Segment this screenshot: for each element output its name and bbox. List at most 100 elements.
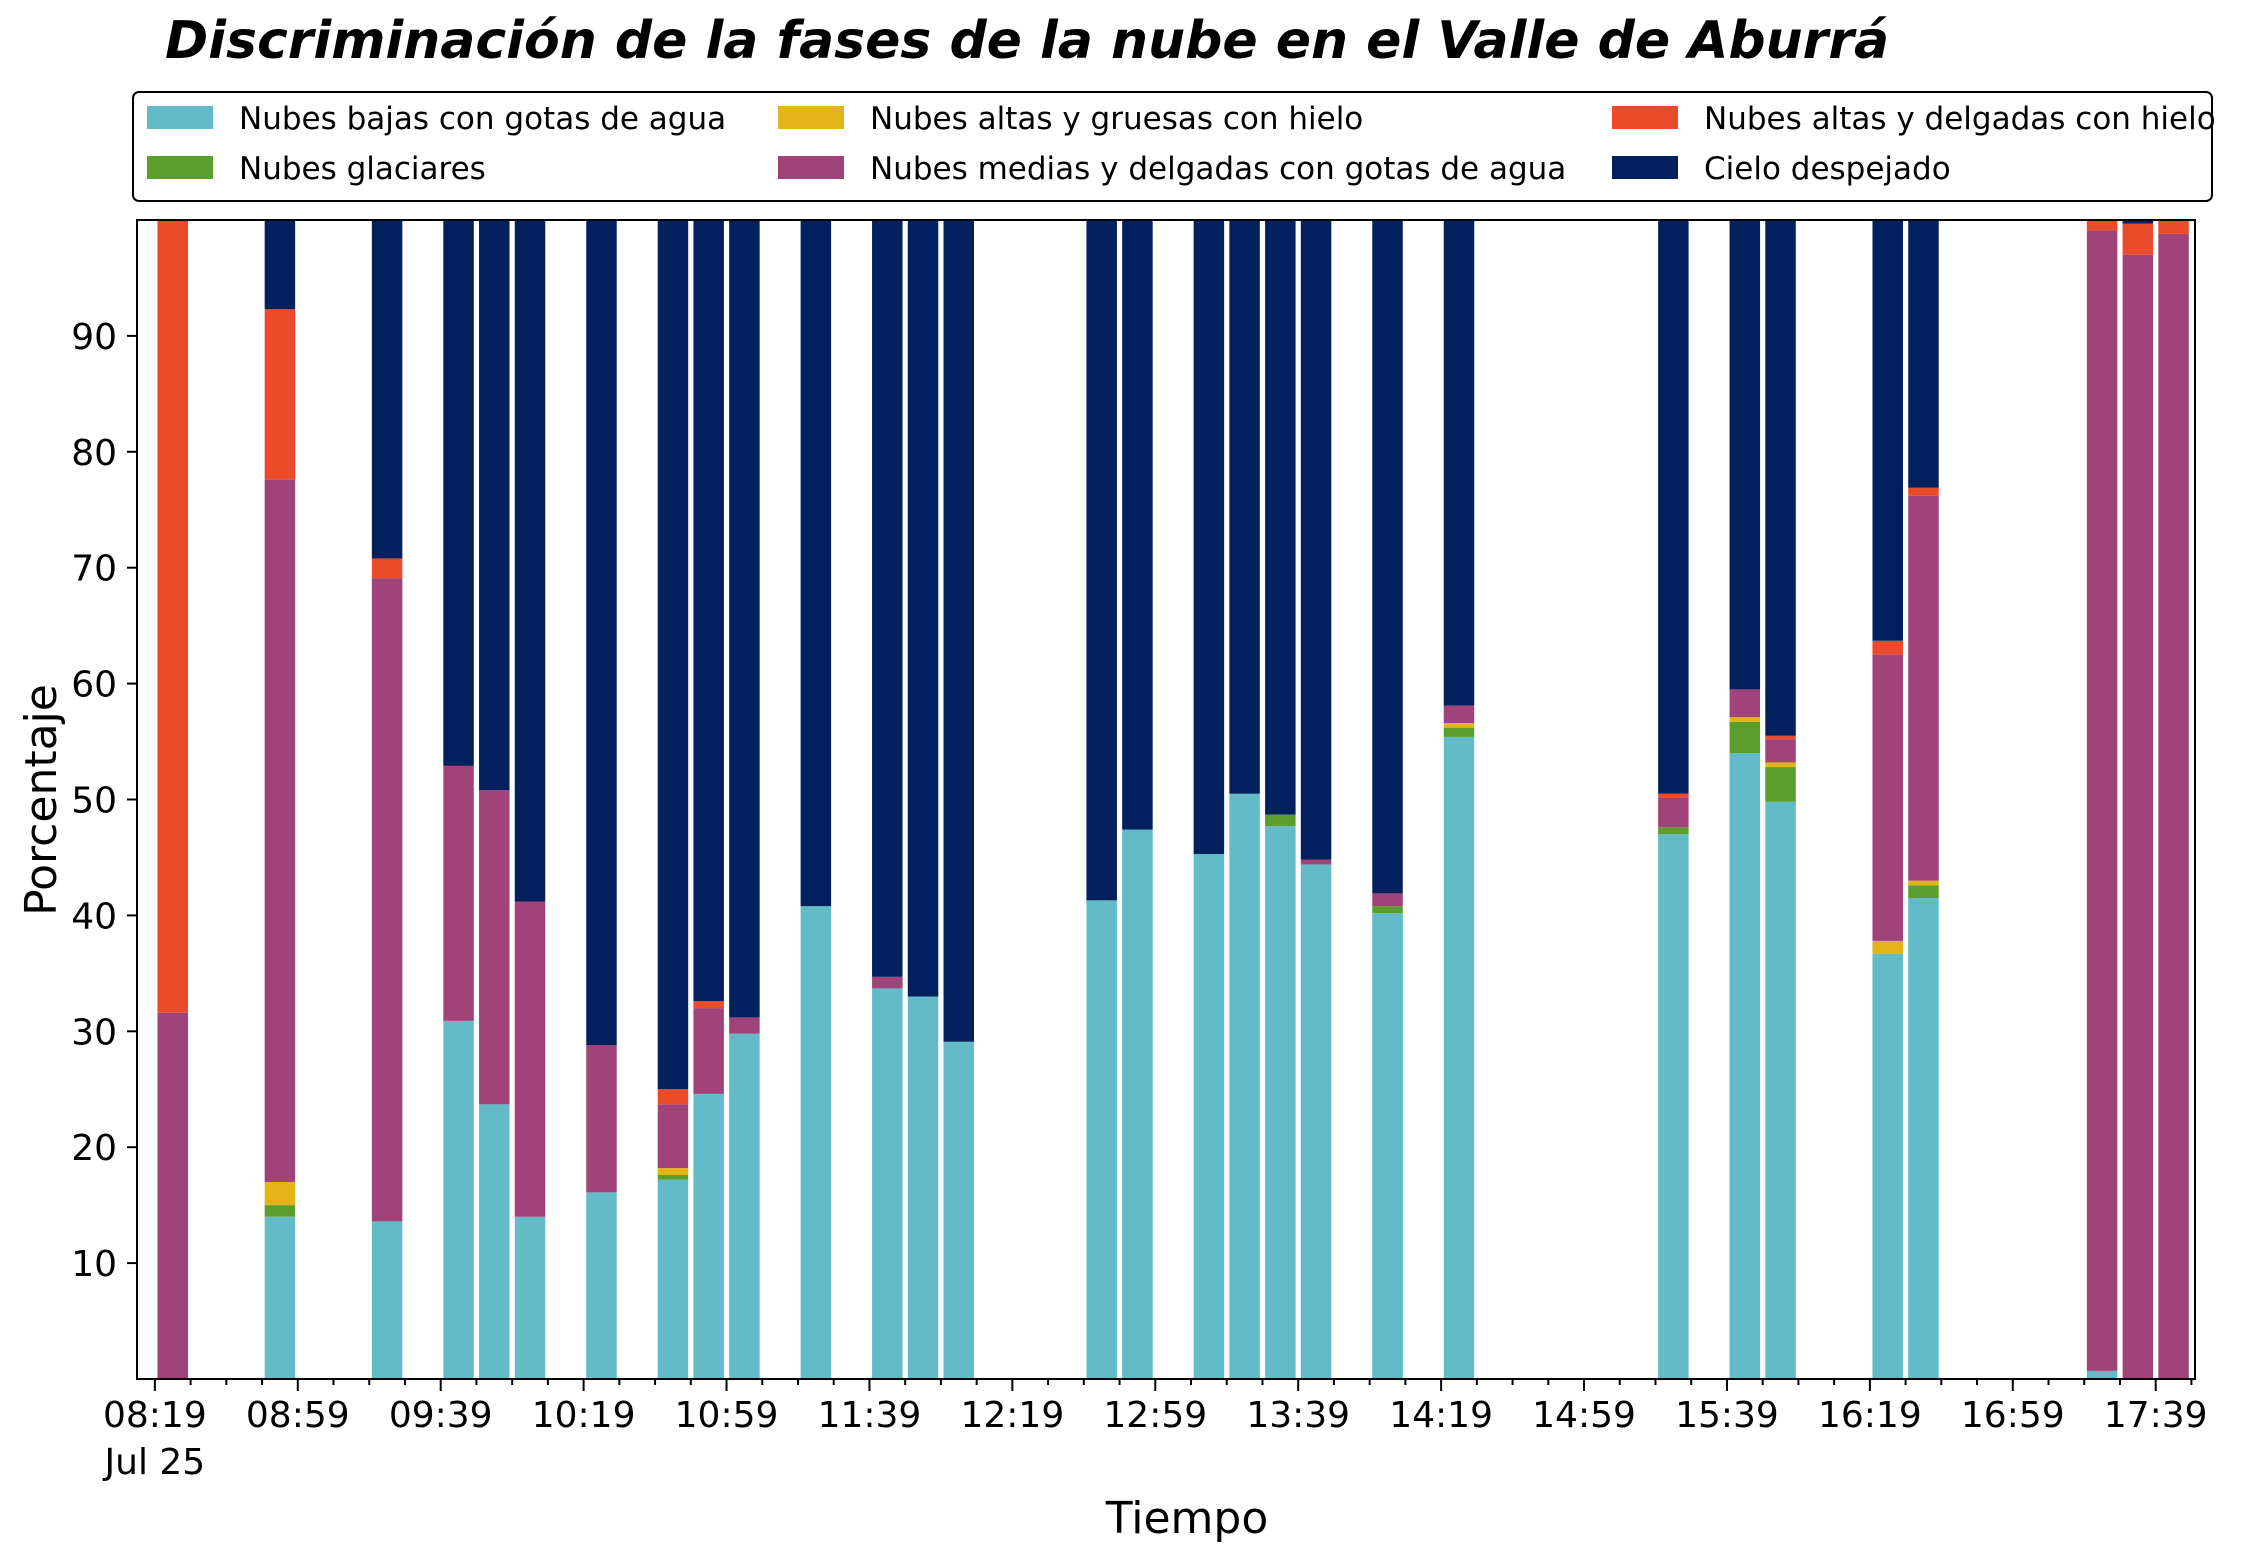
bar-segment-nubes-medias-y-delgadas-con-gotas-de-agua bbox=[514, 901, 546, 1217]
bar-segment-nubes-bajas-con-gotas-de-agua bbox=[1229, 793, 1260, 1379]
bar-segment-nubes-bajas-con-gotas-de-agua bbox=[1300, 864, 1332, 1379]
bar-segment-nubes-altas-y-delgadas-con-hielo bbox=[2086, 220, 2118, 231]
bar-segment-cielo-despejado bbox=[443, 220, 474, 766]
legend-swatch-nubes-bajas-con-gotas-de-agua bbox=[147, 106, 213, 129]
bar-segment-cielo-despejado bbox=[1300, 220, 1332, 860]
x-tick-label: 08:19 bbox=[103, 1395, 207, 1436]
bar-segment-cielo-despejado bbox=[1265, 220, 1296, 815]
bar-segment-nubes-medias-y-delgadas-con-gotas-de-agua bbox=[872, 976, 903, 989]
bar-segment-cielo-despejado bbox=[479, 220, 510, 791]
bar-segment-cielo-despejado bbox=[1372, 220, 1403, 894]
legend-swatch-nubes-glaciares bbox=[147, 156, 213, 179]
bar-segment-cielo-despejado bbox=[371, 220, 403, 559]
bar-segment-nubes-bajas-con-gotas-de-agua bbox=[586, 1192, 617, 1379]
x-tick-label: 16:59 bbox=[1961, 1395, 2065, 1436]
bar-segment-cielo-despejado bbox=[1908, 220, 1939, 488]
legend-label-cielo-despejado: Cielo despejado bbox=[1704, 151, 1951, 187]
bar-segment-nubes-bajas-con-gotas-de-agua bbox=[1122, 829, 1153, 1379]
legend-label-nubes-medias-y-delgadas-con-gotas-de-agua: Nubes medias y delgadas con gotas de agu… bbox=[870, 151, 1566, 187]
bar-segment-nubes-altas-y-delgadas-con-hielo bbox=[657, 1089, 689, 1105]
bar-segment-nubes-bajas-con-gotas-de-agua bbox=[479, 1104, 510, 1379]
bar-segment-nubes-medias-y-delgadas-con-gotas-de-agua bbox=[1908, 495, 1939, 881]
y-tick-label: 80 bbox=[71, 433, 117, 474]
bar-segment-cielo-despejado bbox=[1193, 220, 1225, 854]
y-tick-label: 40 bbox=[71, 896, 117, 937]
bar-segment-nubes-glaciares bbox=[1658, 827, 1689, 835]
bar-segment-cielo-despejado bbox=[264, 220, 296, 310]
bar-segment-nubes-bajas-con-gotas-de-agua bbox=[657, 1179, 689, 1379]
bar-segment-cielo-despejado bbox=[693, 220, 724, 1002]
bar-segment-nubes-altas-y-gruesas-con-hielo bbox=[1908, 880, 1939, 886]
bar-segment-nubes-altas-y-gruesas-con-hielo bbox=[657, 1168, 689, 1176]
bar-segment-nubes-bajas-con-gotas-de-agua bbox=[729, 1033, 760, 1379]
x-tick-label: 09:39 bbox=[389, 1395, 493, 1436]
bar-segment-cielo-despejado bbox=[1086, 220, 1117, 901]
bar-segment-cielo-despejado bbox=[586, 220, 617, 1046]
x-tick-label: 10:59 bbox=[675, 1395, 779, 1436]
bar-segment-nubes-glaciares bbox=[1265, 814, 1296, 827]
bar-segment-nubes-bajas-con-gotas-de-agua bbox=[907, 996, 939, 1379]
legend-swatch-nubes-altas-y-delgadas-con-hielo bbox=[1612, 106, 1678, 129]
bar-segment-cielo-despejado bbox=[1765, 220, 1796, 736]
chart-title: Discriminación de la fases de la nube en… bbox=[165, 11, 1889, 71]
bar-segment-nubes-bajas-con-gotas-de-agua bbox=[1908, 898, 1939, 1379]
bar-segment-nubes-medias-y-delgadas-con-gotas-de-agua bbox=[1300, 859, 1332, 865]
bar-segment-nubes-altas-y-delgadas-con-hielo bbox=[2122, 223, 2154, 255]
bar-segment-nubes-bajas-con-gotas-de-agua bbox=[2086, 1370, 2118, 1379]
y-tick-label: 10 bbox=[71, 1244, 117, 1285]
bar-segment-nubes-medias-y-delgadas-con-gotas-de-agua bbox=[157, 1012, 188, 1379]
bar-segment-cielo-despejado bbox=[1122, 220, 1153, 830]
bar-segment-nubes-medias-y-delgadas-con-gotas-de-agua bbox=[1765, 739, 1796, 763]
legend-frame bbox=[132, 91, 2213, 202]
bar-segment-nubes-medias-y-delgadas-con-gotas-de-agua bbox=[1658, 797, 1689, 828]
bar-segment-nubes-bajas-con-gotas-de-agua bbox=[1872, 953, 1903, 1379]
legend-swatch-nubes-medias-y-delgadas-con-gotas-de-agua bbox=[778, 156, 844, 179]
bar-segment-nubes-glaciares bbox=[1765, 767, 1796, 802]
bar-segment-nubes-altas-y-delgadas-con-hielo bbox=[2158, 220, 2189, 234]
bar-segment-nubes-medias-y-delgadas-con-gotas-de-agua bbox=[264, 479, 296, 1182]
y-tick-label: 20 bbox=[71, 1128, 117, 1169]
bar-segment-nubes-bajas-con-gotas-de-agua bbox=[264, 1216, 296, 1379]
x-tick-label: 11:39 bbox=[818, 1395, 922, 1436]
x-tick-label: 10:19 bbox=[532, 1395, 636, 1436]
legend-swatch-cielo-despejado bbox=[1612, 156, 1678, 179]
y-tick-label: 90 bbox=[71, 317, 117, 358]
bar-segment-nubes-altas-y-gruesas-con-hielo bbox=[1872, 940, 1903, 954]
y-tick-label: 60 bbox=[71, 665, 117, 706]
x-tick-label: 14:19 bbox=[1389, 1395, 1493, 1436]
bar-segment-nubes-glaciares bbox=[1908, 885, 1939, 899]
bar-segment-nubes-medias-y-delgadas-con-gotas-de-agua bbox=[693, 1008, 724, 1094]
bar-segment-nubes-altas-y-delgadas-con-hielo bbox=[1765, 735, 1796, 740]
bar-segment-nubes-bajas-con-gotas-de-agua bbox=[1372, 913, 1403, 1379]
bar-segment-cielo-despejado bbox=[2122, 220, 2154, 224]
bar-segment-nubes-medias-y-delgadas-con-gotas-de-agua bbox=[1729, 689, 1761, 718]
bar-segment-nubes-bajas-con-gotas-de-agua bbox=[1765, 801, 1796, 1379]
bar-segment-nubes-bajas-con-gotas-de-agua bbox=[1443, 736, 1475, 1379]
bar-segment-nubes-glaciares bbox=[657, 1175, 689, 1180]
bar-segment-nubes-altas-y-gruesas-con-hielo bbox=[1729, 717, 1761, 722]
y-tick-label: 50 bbox=[71, 781, 117, 822]
bar-segment-nubes-bajas-con-gotas-de-agua bbox=[443, 1020, 474, 1379]
bar-segment-nubes-bajas-con-gotas-de-agua bbox=[800, 906, 832, 1379]
bar-segment-nubes-glaciares bbox=[264, 1205, 296, 1217]
bar-segment-nubes-medias-y-delgadas-con-gotas-de-agua bbox=[1443, 705, 1475, 723]
x-axis: 08:19 08:59 09:39 10:19 10:59 11:39 12:19 12:59… bbox=[103, 1379, 2208, 1483]
x-tick-label: 14:59 bbox=[1532, 1395, 1636, 1436]
bar-segment-nubes-altas-y-delgadas-con-hielo bbox=[1908, 487, 1939, 496]
bar-segment-nubes-medias-y-delgadas-con-gotas-de-agua bbox=[1872, 654, 1903, 941]
bar-segment-nubes-bajas-con-gotas-de-agua bbox=[1086, 900, 1117, 1379]
y-axis: 10 20 30 40 50 60 70 80 90 bbox=[71, 317, 137, 1285]
legend: Nubes bajas con gotas de agua Nubes glaci… bbox=[132, 91, 2216, 202]
bar-segment-nubes-glaciares bbox=[1443, 727, 1475, 737]
bar-segment-cielo-despejado bbox=[943, 220, 975, 1042]
bar-segment-nubes-bajas-con-gotas-de-agua bbox=[371, 1221, 403, 1379]
bar-segment-nubes-altas-y-delgadas-con-hielo bbox=[693, 1001, 724, 1009]
legend-label-nubes-altas-y-delgadas-con-hielo: Nubes altas y delgadas con hielo bbox=[1704, 101, 2216, 137]
bar-segment-nubes-glaciares bbox=[1729, 721, 1761, 754]
x-axis-label: Tiempo bbox=[1105, 1493, 1269, 1544]
bar-segment-nubes-altas-y-gruesas-con-hielo bbox=[1765, 762, 1796, 768]
x-tick-label: 13:39 bbox=[1246, 1395, 1350, 1436]
bar-segment-nubes-medias-y-delgadas-con-gotas-de-agua bbox=[729, 1017, 760, 1034]
bar-segment-cielo-despejado bbox=[657, 220, 689, 1090]
